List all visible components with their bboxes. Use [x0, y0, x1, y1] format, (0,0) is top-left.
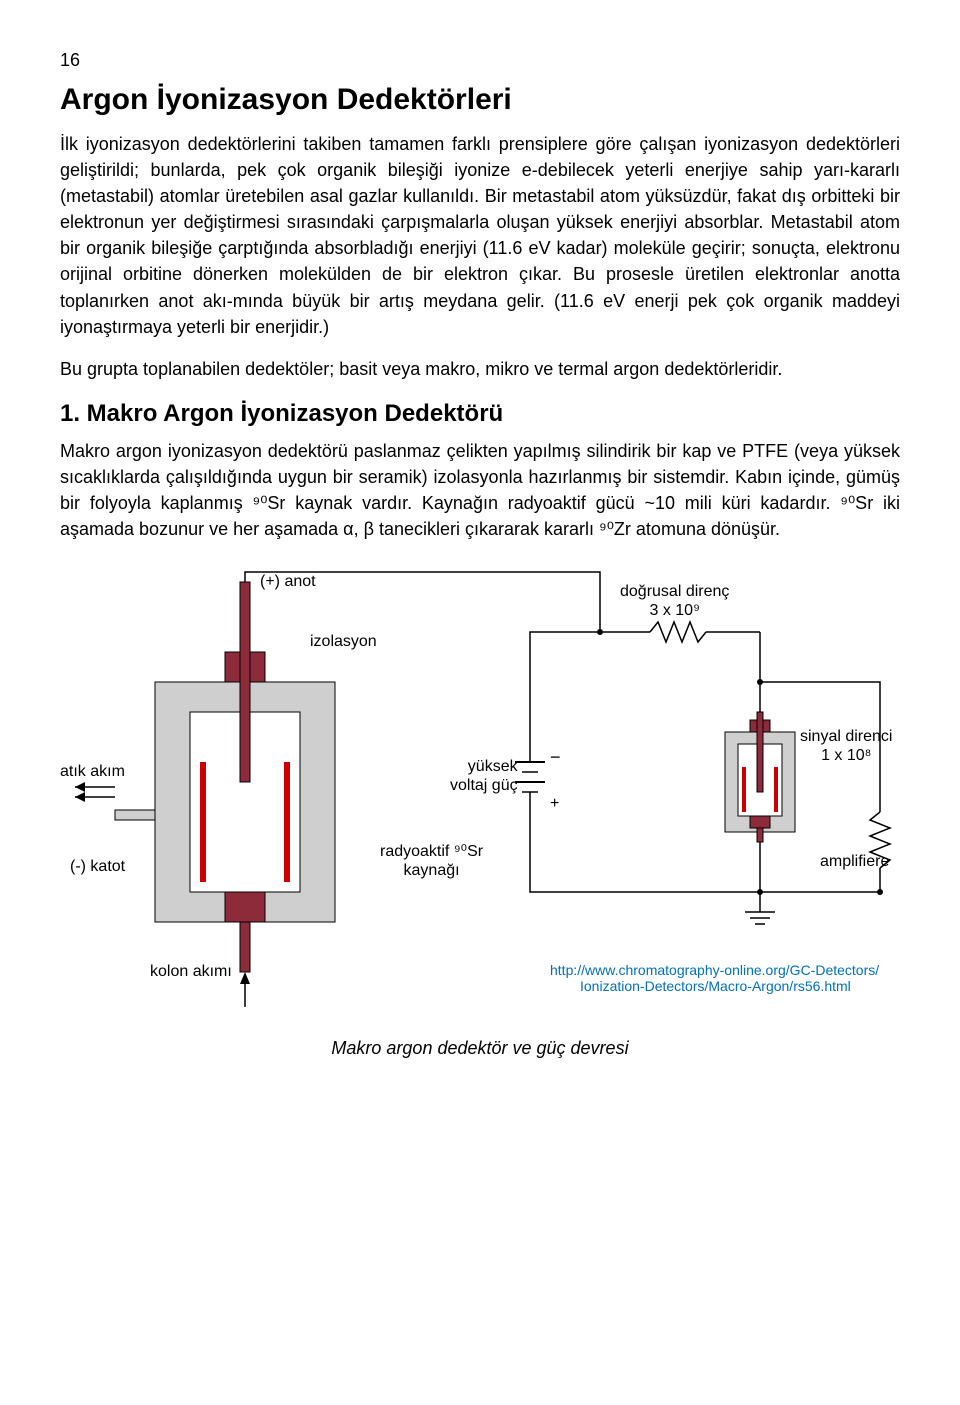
label-radyoaktif: radyoaktif ⁹⁰Sr kaynağı — [380, 842, 483, 880]
label-sinyal-direnci: sinyal direnci 1 x 10⁸ — [800, 727, 892, 765]
paragraph-1: İlk iyonizasyon dedektörlerini takiben t… — [60, 131, 900, 340]
section-subtitle: 1. Makro Argon İyonizasyon Dedektörü — [60, 400, 900, 428]
label-kolon-akimi: kolon akımı — [150, 962, 232, 981]
label-atik-akim: atık akım — [60, 762, 125, 781]
label-katot: (-) katot — [70, 857, 125, 876]
label-dogrusal-direnc: doğrusal direnç 3 x 10⁹ — [620, 582, 729, 620]
paragraph-3: Makro argon iyonizasyon dedektörü paslan… — [60, 438, 900, 542]
url-line-1: http://www.chromatography-online.org/GC-… — [550, 962, 879, 978]
label-yuksek-voltaj: yüksek voltaj güç — [450, 757, 518, 795]
page-number: 16 — [60, 50, 900, 71]
paragraph-2: Bu grupta toplanabilen dedektöler; basit… — [60, 356, 900, 382]
figure-caption: Makro argon dedektör ve güç devresi — [60, 1038, 900, 1059]
url-line-2: Ionization-Detectors/Macro-Argon/rs56.ht… — [580, 978, 851, 994]
label-amplifiere: amplifiere — [820, 852, 889, 871]
label-izolasyon: izolasyon — [310, 632, 377, 651]
main-title: Argon İyonizasyon Dedektörleri — [60, 83, 900, 117]
label-minus: − — [550, 747, 561, 769]
label-anot: (+) anot — [260, 572, 316, 591]
label-plus: + — [550, 794, 559, 813]
detector-diagram: (+) anot izolasyon atık akım (-) katot k… — [60, 562, 900, 1022]
